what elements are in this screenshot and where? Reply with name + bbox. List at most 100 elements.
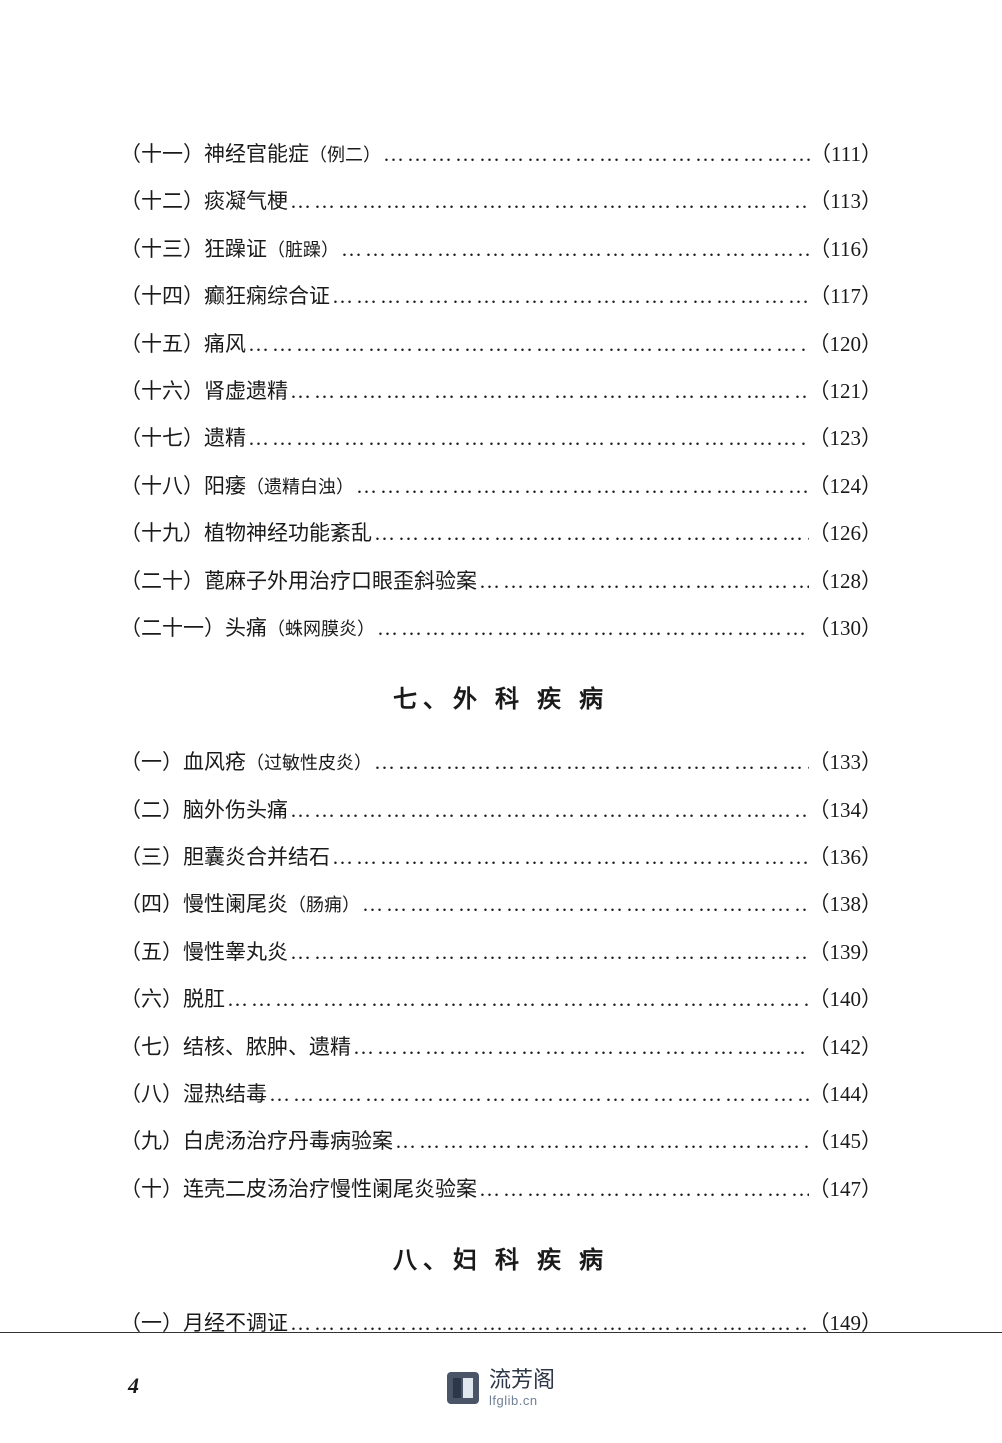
- toc-entry: （十）连壳二皮汤治疗慢性阑尾炎验案………………………………………………………………: [120, 1175, 882, 1204]
- toc-entry: （一）血风疮（过敏性皮炎）…………………………………………………………………………: [120, 748, 882, 777]
- entry-leader-dots: ………………………………………………………………………………: [267, 1080, 809, 1109]
- entry-leader-dots: ………………………………………………………………………………: [288, 796, 809, 825]
- entry-leader-dots: ………………………………………………………………………………: [330, 843, 809, 872]
- entry-number: （十六）: [120, 377, 204, 406]
- toc-entry: （十二）痰凝气梗………………………………………………………………………………（1…: [120, 187, 882, 216]
- entry-title: 神经官能症: [204, 140, 309, 169]
- footer-brand-name: 流芳阁: [489, 1367, 555, 1393]
- entry-leader-dots: ………………………………………………………………………………: [339, 235, 809, 264]
- entry-number: （十二）: [120, 187, 204, 216]
- entry-leader-dots: ………………………………………………………………………………: [288, 187, 809, 216]
- entry-number: （十八）: [120, 472, 204, 501]
- entry-page: （111）: [810, 140, 882, 169]
- book-icon: [447, 1372, 479, 1404]
- entry-page: （142）: [809, 1033, 883, 1062]
- entry-title: 连壳二皮汤治疗慢性阑尾炎验案: [183, 1175, 477, 1204]
- entry-number: （八）: [120, 1080, 183, 1109]
- entry-title: 血风疮: [183, 748, 246, 777]
- entry-page: （126）: [809, 519, 883, 548]
- entry-page: （130）: [809, 614, 883, 643]
- entry-leader-dots: ………………………………………………………………………………: [477, 1175, 809, 1204]
- section-heading: 七、外 科 疾 病: [120, 679, 882, 714]
- entry-title: 癫狂痫综合证: [204, 282, 330, 311]
- entry-page: （123）: [809, 424, 883, 453]
- toc-entry: （二十一）头痛（蛛网膜炎）…………………………………………………………………………: [120, 614, 882, 643]
- entry-leader-dots: ………………………………………………………………………………: [288, 1309, 809, 1338]
- entry-leader-dots: ………………………………………………………………………………: [246, 424, 809, 453]
- toc-entry: （十四）癫狂痫综合证…………………………………………………………………………………: [120, 282, 882, 311]
- entry-title: 植物神经功能紊乱: [204, 519, 372, 548]
- entry-note: （例二）: [309, 143, 381, 168]
- toc-entry: （一）月经不调证………………………………………………………………………………（1…: [120, 1309, 882, 1338]
- footer-brand: 流芳阁 lfglib.cn: [447, 1367, 555, 1409]
- toc-entry: （十三）狂躁证（脏躁）………………………………………………………………………………: [120, 235, 882, 264]
- entry-number: （三）: [120, 843, 183, 872]
- entry-leader-dots: ………………………………………………………………………………: [351, 1033, 809, 1062]
- bottom-border-line: [0, 1332, 1002, 1333]
- entry-number: （二十一）: [120, 614, 225, 643]
- toc-entry: （三）胆囊炎合并结石…………………………………………………………………………………: [120, 843, 882, 872]
- entry-number: （十五）: [120, 330, 204, 359]
- entry-title: 狂躁证: [204, 235, 267, 264]
- entry-title: 慢性阑尾炎: [183, 890, 288, 919]
- entry-leader-dots: ………………………………………………………………………………: [360, 890, 809, 919]
- entry-page: （128）: [809, 567, 883, 596]
- entry-title: 胆囊炎合并结石: [183, 843, 330, 872]
- entry-title: 白虎汤治疗丹毒病验案: [183, 1127, 393, 1156]
- entry-leader-dots: ………………………………………………………………………………: [288, 938, 809, 967]
- toc-entry: （九）白虎汤治疗丹毒病验案…………………………………………………………………………: [120, 1127, 882, 1156]
- entry-number: （五）: [120, 938, 183, 967]
- entry-page: （145）: [809, 1127, 883, 1156]
- toc-entry: （十六）肾虚遗精………………………………………………………………………………（1…: [120, 377, 882, 406]
- toc-entry: （十五）痛风………………………………………………………………………………（120…: [120, 330, 882, 359]
- entry-leader-dots: ………………………………………………………………………………: [393, 1127, 809, 1156]
- entry-leader-dots: ………………………………………………………………………………: [372, 748, 809, 777]
- table-of-contents: （十一）神经官能症（例二）…………………………………………………………………………: [120, 140, 882, 1339]
- entry-leader-dots: ………………………………………………………………………………: [330, 282, 809, 311]
- entry-title: 遗精: [204, 424, 246, 453]
- entry-page: （144）: [809, 1080, 883, 1109]
- entry-page: （134）: [809, 796, 883, 825]
- entry-page: （117）: [809, 282, 882, 311]
- entry-page: （140）: [809, 985, 883, 1014]
- entry-page: （120）: [809, 330, 883, 359]
- entry-leader-dots: ………………………………………………………………………………: [288, 377, 809, 406]
- entry-number: （九）: [120, 1127, 183, 1156]
- toc-entry: （六）脱肛………………………………………………………………………………（140）: [120, 985, 882, 1014]
- entry-page: （138）: [809, 890, 883, 919]
- entry-number: （六）: [120, 985, 183, 1014]
- toc-entry: （十一）神经官能症（例二）…………………………………………………………………………: [120, 140, 882, 169]
- toc-entry: （五）慢性睾丸炎………………………………………………………………………………（1…: [120, 938, 882, 967]
- toc-entry: （四）慢性阑尾炎（肠痈）……………………………………………………………………………: [120, 890, 882, 919]
- entry-title: 慢性睾丸炎: [183, 938, 288, 967]
- entry-title: 脱肛: [183, 985, 225, 1014]
- entry-title: 阳痿: [204, 472, 246, 501]
- entry-number: （十一）: [120, 140, 204, 169]
- entry-number: （二十）: [120, 567, 204, 596]
- toc-entry: （二十）蓖麻子外用治疗口眼歪斜验案………………………………………………………………: [120, 567, 882, 596]
- page-content: （十一）神经官能症（例二）…………………………………………………………………………: [0, 0, 1002, 1399]
- toc-entry: （八）湿热结毒………………………………………………………………………………（14…: [120, 1080, 882, 1109]
- entry-number: （十三）: [120, 235, 204, 264]
- section-heading: 八、妇 科 疾 病: [120, 1240, 882, 1275]
- entry-note: （蛛网膜炎）: [267, 617, 375, 642]
- entry-number: （十七）: [120, 424, 204, 453]
- entry-leader-dots: ………………………………………………………………………………: [372, 519, 809, 548]
- entry-page: （121）: [809, 377, 883, 406]
- entry-title: 痰凝气梗: [204, 187, 288, 216]
- entry-leader-dots: ………………………………………………………………………………: [381, 140, 810, 169]
- entry-title: 结核、脓肿、遗精: [183, 1033, 351, 1062]
- entry-page: （136）: [809, 843, 883, 872]
- entry-number: （一）: [120, 1309, 183, 1338]
- toc-entry: （十八）阳痿（遗精白浊）……………………………………………………………………………: [120, 472, 882, 501]
- toc-entry: （十九）植物神经功能紊乱……………………………………………………………………………: [120, 519, 882, 548]
- entry-number: （七）: [120, 1033, 183, 1062]
- footer-text: 流芳阁 lfglib.cn: [489, 1367, 555, 1409]
- entry-number: （二）: [120, 796, 183, 825]
- footer-brand-url: lfglib.cn: [489, 1393, 555, 1409]
- entry-title: 脑外伤头痛: [183, 796, 288, 825]
- entry-number: （十）: [120, 1175, 183, 1204]
- entry-note: （遗精白浊）: [246, 475, 354, 500]
- entry-leader-dots: ………………………………………………………………………………: [477, 567, 809, 596]
- entry-title: 肾虚遗精: [204, 377, 288, 406]
